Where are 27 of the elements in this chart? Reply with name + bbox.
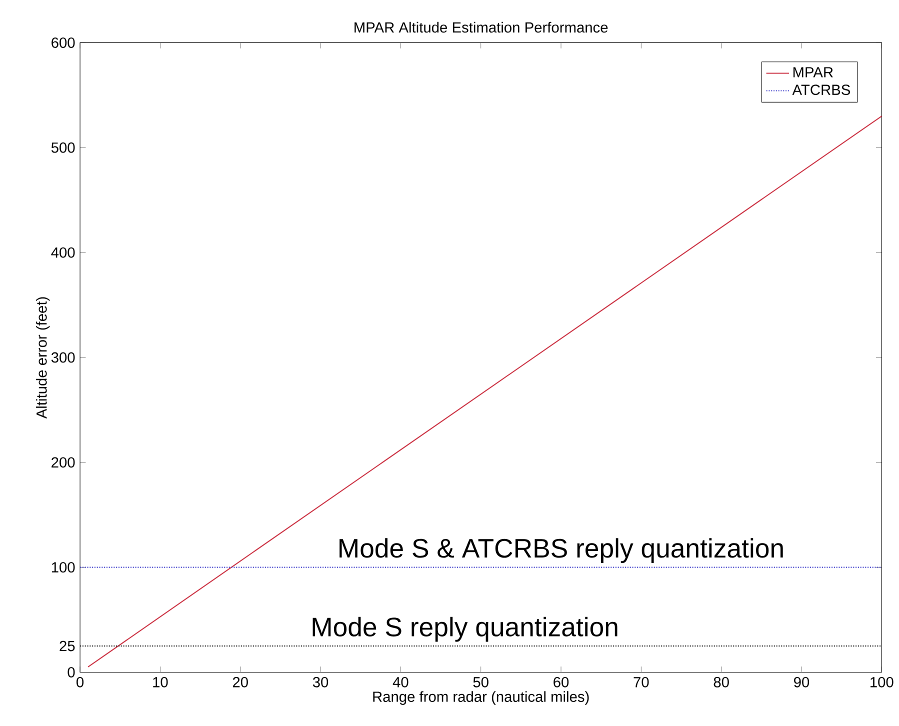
x-tick-label: 100 [870,677,894,688]
chart-title: MPAR Altitude Estimation Performance [354,22,608,33]
x-tick-label: 40 [392,677,408,688]
x-axis-title: Range from radar (nautical miles) [373,691,589,706]
y-tick-label: 200 [52,457,75,468]
y-tick-label: 500 [51,142,75,154]
y-tick-label: 600 [52,38,75,48]
x-tick-label: 70 [634,677,649,688]
y-tick-label: 100 [52,562,75,573]
x-tick-label: 0 [76,677,84,688]
x-tick-label: 90 [794,677,810,688]
y-tick-label: 400 [51,248,75,258]
legend-label: ATCRBS [792,84,850,96]
x-tick-label: 80 [714,677,729,688]
y-tick-label: 0 [68,667,75,678]
legend-label: MPAR [793,67,833,78]
annotation: Mode S & ATCRBS reply quantization [340,538,783,564]
x-tick-label: 60 [554,677,569,688]
y-tick-label: 300 [51,352,75,363]
x-tick-label: 10 [153,677,168,688]
y-axis-title: Altitude error (feet) [36,297,50,419]
x-tick-label: 20 [232,677,248,688]
x-tick-label: 30 [312,677,328,688]
annotation: Mode S reply quantization [312,617,618,642]
line-series [88,116,882,668]
x-tick-label: 50 [473,677,488,688]
ref-line-label: 25 [60,641,75,652]
